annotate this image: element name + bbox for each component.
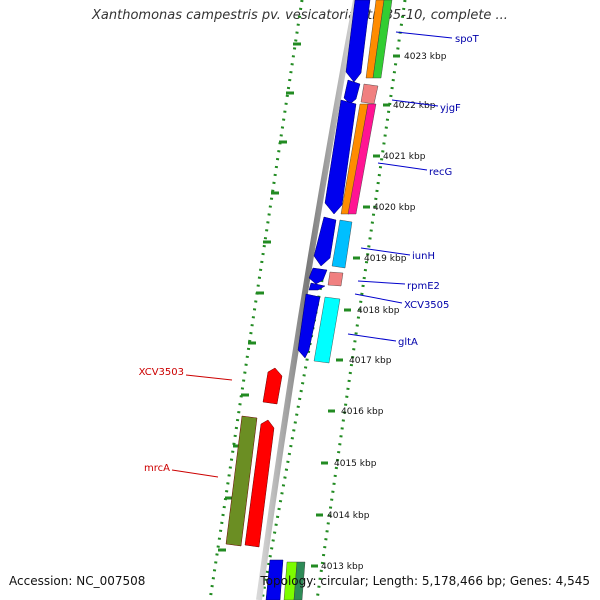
leader-spoT: [395, 31, 453, 39]
accession-label: Accession: NC_007508: [9, 574, 146, 588]
forward-cds-track: [265, 0, 371, 600]
inner-dotted-guide-left: [208, 0, 304, 600]
scale-label-4014: 4014 kbp: [327, 511, 370, 521]
label-gltA[interactable]: gltA: [398, 337, 418, 348]
forward-gene-labels: spoT yjgF recG iunH rpmE2 XCV3505 gltA: [347, 31, 480, 348]
label-recG[interactable]: recG: [429, 167, 452, 178]
cds-iunH[interactable]: [313, 216, 337, 267]
leader-iunH: [360, 247, 411, 256]
scale-label-4020: 4020 kbp: [373, 203, 416, 213]
outer-tick-marks: [311, 54, 400, 568]
scale-label-4016: 4016 kbp: [341, 407, 384, 417]
reverse-cds-track: [225, 367, 283, 548]
cds-spoT[interactable]: [345, 0, 371, 83]
leader-gltA: [347, 333, 397, 342]
genome-backbone: [256, 0, 359, 600]
reverse-gene-labels: XCV3503 mrcA: [139, 367, 233, 478]
genome-stats-label: Topology: circular; Length: 5,178,466 bp…: [260, 574, 590, 588]
inner-tick-marks: [218, 42, 301, 552]
cog-bottom-darkgreen: [293, 561, 306, 600]
leader-XCV3503: [185, 374, 233, 381]
cog-bottom-green: [283, 561, 298, 600]
cog-color-track: [283, 0, 393, 600]
cds-bottom-forward[interactable]: [265, 559, 284, 600]
leader-mrcA: [171, 469, 219, 478]
cds-mrcA[interactable]: [244, 419, 275, 548]
cog-recG-pink: [347, 103, 377, 215]
cog-rpmE2-lightpink[interactable]: [327, 271, 344, 287]
cog-iunH-cyan[interactable]: [331, 219, 353, 269]
label-mrcA[interactable]: mrcA: [144, 463, 170, 474]
leader-rpmE2: [357, 280, 406, 285]
label-yjgF[interactable]: yjgF: [440, 103, 461, 114]
scale-label-4023: 4023 kbp: [404, 52, 447, 62]
scale-label-4017: 4017 kbp: [349, 356, 392, 366]
label-XCV3505[interactable]: XCV3505: [404, 300, 449, 311]
cds-rpmE2[interactable]: [308, 267, 328, 285]
scale-label-4022: 4022 kbp: [393, 101, 436, 111]
label-spoT[interactable]: spoT: [455, 34, 480, 45]
cds-XCV3505[interactable]: [308, 282, 326, 291]
map-title: Xanthomonas campestris pv. vesicatoria s…: [92, 8, 508, 23]
cds-XCV3503[interactable]: [262, 367, 283, 405]
outer-dotted-guide: [315, 0, 407, 600]
scale-label-4018: 4018 kbp: [357, 306, 400, 316]
cog-gltA-aqua[interactable]: [313, 296, 341, 364]
cds-gltA[interactable]: [297, 293, 321, 359]
label-iunH[interactable]: iunH: [412, 251, 435, 262]
label-XCV3503[interactable]: XCV3503: [139, 367, 184, 378]
label-rpmE2[interactable]: rpmE2: [407, 281, 440, 292]
leader-recG: [377, 162, 428, 171]
scale-label-4019: 4019 kbp: [364, 254, 407, 264]
cog-yjgF-lightpink[interactable]: [360, 83, 379, 105]
cds-recG[interactable]: [324, 99, 357, 215]
scale-label-4015: 4015 kbp: [334, 459, 377, 469]
scale-label-4021: 4021 kbp: [383, 152, 426, 162]
scale-label-4013: 4013 kbp: [321, 562, 364, 572]
cds-yjgF[interactable]: [343, 79, 361, 105]
cog-mrcA-olive[interactable]: [225, 415, 258, 547]
leader-XCV3505: [354, 293, 403, 304]
cog-spoT-green: [372, 0, 393, 79]
leader-yjgF: [391, 99, 439, 107]
